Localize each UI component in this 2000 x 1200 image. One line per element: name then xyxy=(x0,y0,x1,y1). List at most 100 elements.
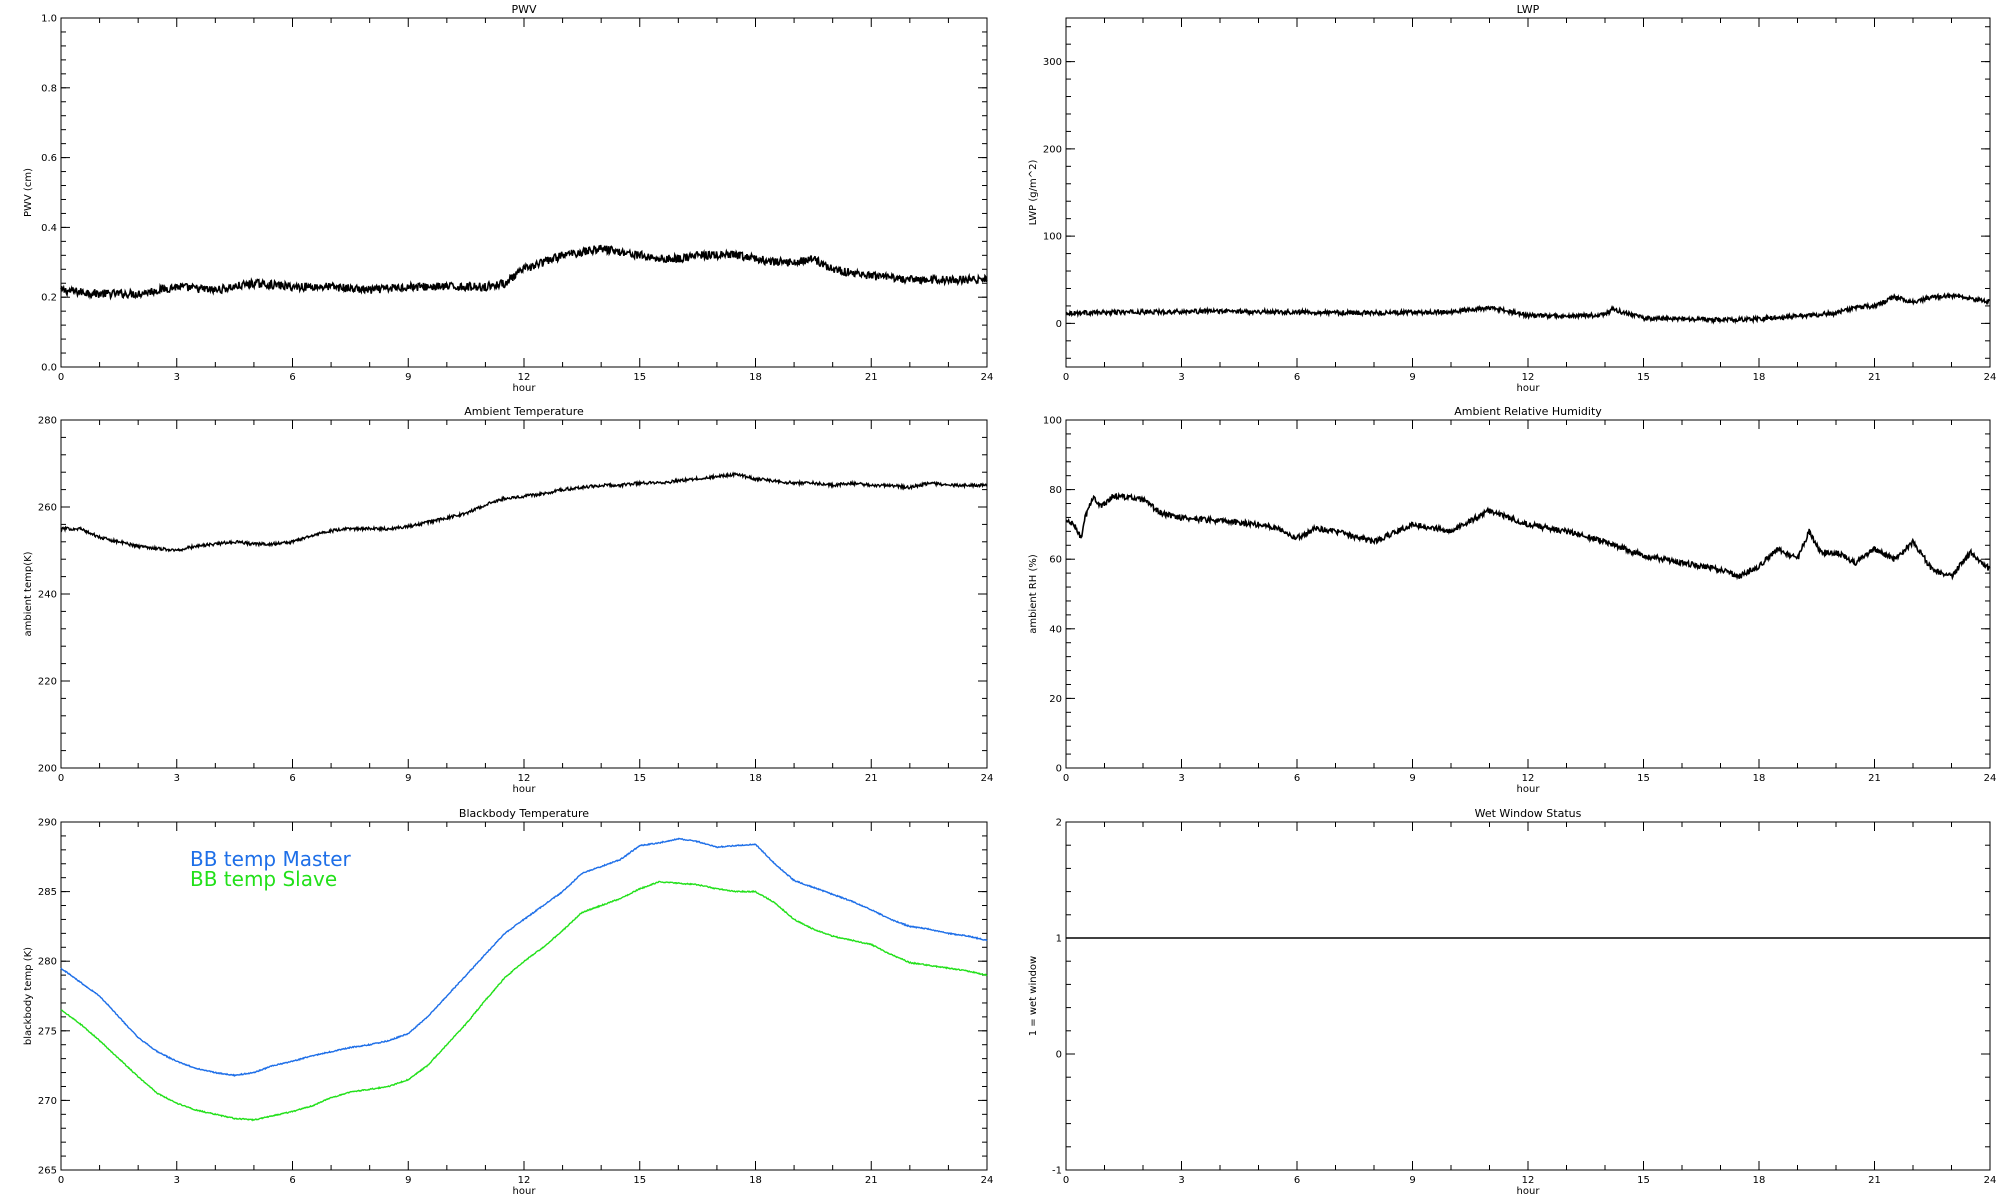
y-tick-label: 1 xyxy=(1056,934,1062,945)
y-tick-label: 0 xyxy=(1056,1050,1062,1061)
chart-title: PWV xyxy=(511,3,537,16)
x-tick-label: 24 xyxy=(1984,773,1997,784)
y-tick-label: 220 xyxy=(38,677,57,688)
plot-frame xyxy=(60,419,988,769)
x-tick-label: 0 xyxy=(1063,1175,1069,1186)
y-tick-label: -1 xyxy=(1052,1166,1062,1177)
y-tick-label: 280 xyxy=(38,416,57,427)
y-tick-label: 80 xyxy=(1049,485,1062,496)
y-tick-label: 40 xyxy=(1049,624,1062,635)
x-axis-label: hour xyxy=(1517,383,1541,394)
x-tick-label: 18 xyxy=(1753,1175,1766,1186)
y-tick-label: 260 xyxy=(38,503,57,514)
x-tick-label: 3 xyxy=(174,773,180,784)
y-tick-label: 0 xyxy=(1056,319,1062,330)
y-tick-label: 0.2 xyxy=(41,293,57,304)
x-tick-label: 18 xyxy=(749,372,762,383)
x-tick-label: 21 xyxy=(865,372,878,383)
x-tick-label: 24 xyxy=(1984,1175,1997,1186)
y-tick-label: 275 xyxy=(38,1026,57,1037)
x-tick-label: 18 xyxy=(749,773,762,784)
x-tick-label: 9 xyxy=(405,372,411,383)
x-tick-label: 6 xyxy=(289,773,295,784)
x-tick-label: 12 xyxy=(518,773,531,784)
y-axis-label: PWV (cm) xyxy=(23,168,34,217)
x-tick-label: 0 xyxy=(58,773,64,784)
x-tick-label: 9 xyxy=(1409,372,1415,383)
x-tick-label: 12 xyxy=(1522,1175,1535,1186)
x-tick-label: 6 xyxy=(1294,372,1300,383)
x-axis-label: hour xyxy=(513,383,537,394)
y-tick-label: 300 xyxy=(1043,57,1062,68)
x-axis-label: hour xyxy=(513,784,537,795)
y-tick-label: 2 xyxy=(1056,818,1062,829)
x-axis-label: hour xyxy=(1517,784,1541,795)
x-tick-label: 6 xyxy=(1294,773,1300,784)
x-tick-label: 15 xyxy=(633,1175,646,1186)
y-axis-label: ambient RH (%) xyxy=(1028,554,1039,634)
legend-entry: BB temp Slave xyxy=(190,867,337,891)
chart-title: Blackbody Temperature xyxy=(459,807,589,820)
chart-title: Wet Window Status xyxy=(1475,807,1582,820)
x-tick-label: 21 xyxy=(1868,372,1881,383)
x-tick-label: 15 xyxy=(633,773,646,784)
x-tick-label: 9 xyxy=(405,1175,411,1186)
x-tick-label: 6 xyxy=(1294,1175,1300,1186)
y-tick-label: 200 xyxy=(1043,144,1062,155)
x-tick-label: 0 xyxy=(58,372,64,383)
x-tick-label: 21 xyxy=(1868,773,1881,784)
x-axis-label: hour xyxy=(513,1186,537,1197)
panel-ambient-temperature: Ambient Temperature 0 3 6 9 12 15 18 21 24 hour 200… xyxy=(23,405,993,795)
y-tick-label: 265 xyxy=(38,1166,57,1177)
x-tick-label: 24 xyxy=(981,773,994,784)
series-line-1-0 xyxy=(1065,291,1991,325)
x-tick-label: 3 xyxy=(1178,1175,1184,1186)
y-tick-label: 1.0 xyxy=(41,14,57,25)
x-tick-label: 18 xyxy=(1753,372,1766,383)
series-line-bb-temp-slave xyxy=(60,880,988,1122)
series-line-2-0 xyxy=(60,471,988,553)
x-tick-label: 6 xyxy=(289,1175,295,1186)
chart-title: Ambient Temperature xyxy=(464,405,584,418)
panel-lwp: LWP 0 3 6 9 12 15 18 21 24 hour 0 100 200 300 LWP (g/m^… xyxy=(1028,3,1996,394)
y-axis-label: LWP (g/m^2) xyxy=(1028,160,1039,226)
x-tick-label: 21 xyxy=(1868,1175,1881,1186)
x-tick-label: 24 xyxy=(981,372,994,383)
x-tick-label: 3 xyxy=(1178,773,1184,784)
chart-title: LWP xyxy=(1517,3,1540,16)
y-tick-label: 0.8 xyxy=(41,83,57,94)
y-tick-label: 270 xyxy=(38,1096,57,1107)
panel-pwv: PWV 0 3 6 9 12 15 18 21 24 hour 0.0 0.2 0.4 0.6 0.8 1.0 P… xyxy=(23,3,993,394)
x-tick-label: 18 xyxy=(1753,773,1766,784)
series-line-0-0 xyxy=(60,244,988,301)
x-tick-label: 24 xyxy=(981,1175,994,1186)
x-tick-label: 21 xyxy=(865,1175,878,1186)
panel-blackbody-temperature: Blackbody Temperature 0 3 6 9 12 15 18 21 24 hour 2… xyxy=(23,807,993,1197)
y-tick-label: 20 xyxy=(1049,694,1062,705)
legend-entry: BB temp Master xyxy=(190,847,352,871)
y-axis-label: 1 = wet window xyxy=(1028,956,1039,1036)
x-tick-label: 0 xyxy=(58,1175,64,1186)
x-tick-label: 15 xyxy=(1637,1175,1650,1186)
x-tick-label: 9 xyxy=(1409,1175,1415,1186)
x-tick-label: 3 xyxy=(174,372,180,383)
panel-ambient-relative-humidity: Ambient Relative Humidity 0 3 6 9 12 15 18 21 24 h… xyxy=(1028,405,1996,795)
x-tick-label: 12 xyxy=(518,1175,531,1186)
x-tick-label: 15 xyxy=(1637,372,1650,383)
x-tick-label: 12 xyxy=(1522,372,1535,383)
plot-frame xyxy=(1065,419,1991,769)
x-tick-label: 3 xyxy=(1178,372,1184,383)
y-axis-label: blackbody temp (K) xyxy=(23,947,34,1045)
y-tick-label: 240 xyxy=(38,590,57,601)
x-tick-label: 12 xyxy=(518,372,531,383)
x-tick-label: 18 xyxy=(749,1175,762,1186)
series-line-bb-temp-master xyxy=(60,837,988,1077)
y-tick-label: 100 xyxy=(1043,416,1062,427)
series-line-3-0 xyxy=(1065,491,1991,581)
y-tick-label: 0.6 xyxy=(41,153,57,164)
x-tick-label: 0 xyxy=(1063,773,1069,784)
y-tick-label: 0.0 xyxy=(41,363,57,374)
x-tick-label: 6 xyxy=(289,372,295,383)
x-tick-label: 9 xyxy=(1409,773,1415,784)
